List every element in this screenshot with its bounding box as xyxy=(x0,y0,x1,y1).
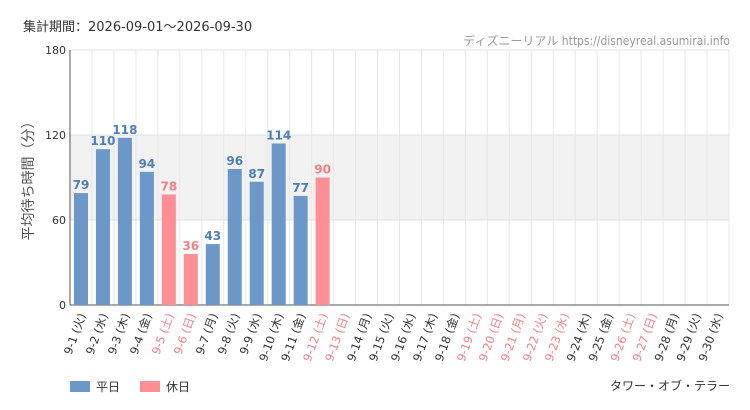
bar xyxy=(205,244,220,305)
data-label: 36 xyxy=(182,239,199,253)
data-label: 77 xyxy=(292,181,309,195)
legend-item-weekday: 平日 xyxy=(70,378,120,395)
data-label: 96 xyxy=(226,154,243,168)
bar xyxy=(95,149,110,305)
data-label: 43 xyxy=(204,229,221,243)
data-label: 78 xyxy=(160,180,177,194)
data-label: 114 xyxy=(266,129,291,143)
data-label: 94 xyxy=(139,157,156,171)
y-tick-label: 0 xyxy=(59,299,66,312)
legend-swatch-weekday xyxy=(70,381,90,392)
y-axis-label: 平均待ち時間（分） xyxy=(21,115,37,241)
bar xyxy=(227,169,242,305)
bar xyxy=(73,193,88,305)
legend: 平日 休日 xyxy=(70,378,190,395)
y-tick-label: 180 xyxy=(45,44,66,57)
y-tick-label: 120 xyxy=(45,129,66,142)
bar xyxy=(117,137,132,305)
legend-label-weekday: 平日 xyxy=(96,380,121,394)
bar xyxy=(249,181,264,305)
data-label: 90 xyxy=(314,163,331,177)
bar xyxy=(161,194,176,305)
attraction-name: タワー・オブ・テラー xyxy=(609,379,730,393)
data-label: 79 xyxy=(73,178,90,192)
period-label: 集計期間：2026-09-01～2026-09-30 xyxy=(23,20,253,35)
bar xyxy=(271,143,286,305)
legend-label-holiday: 休日 xyxy=(166,380,191,394)
data-label: 118 xyxy=(112,123,137,137)
bar xyxy=(183,254,198,305)
data-label: 110 xyxy=(90,134,115,148)
bar xyxy=(315,177,330,305)
legend-swatch-holiday xyxy=(140,381,161,392)
bar xyxy=(293,195,308,305)
y-tick-label: 60 xyxy=(52,214,66,227)
bar xyxy=(139,171,154,305)
source-label: ディズニーリアル https://disneyreal.asumirai.inf… xyxy=(463,34,730,48)
data-label: 87 xyxy=(248,167,265,181)
legend-item-holiday: 休日 xyxy=(140,378,190,395)
